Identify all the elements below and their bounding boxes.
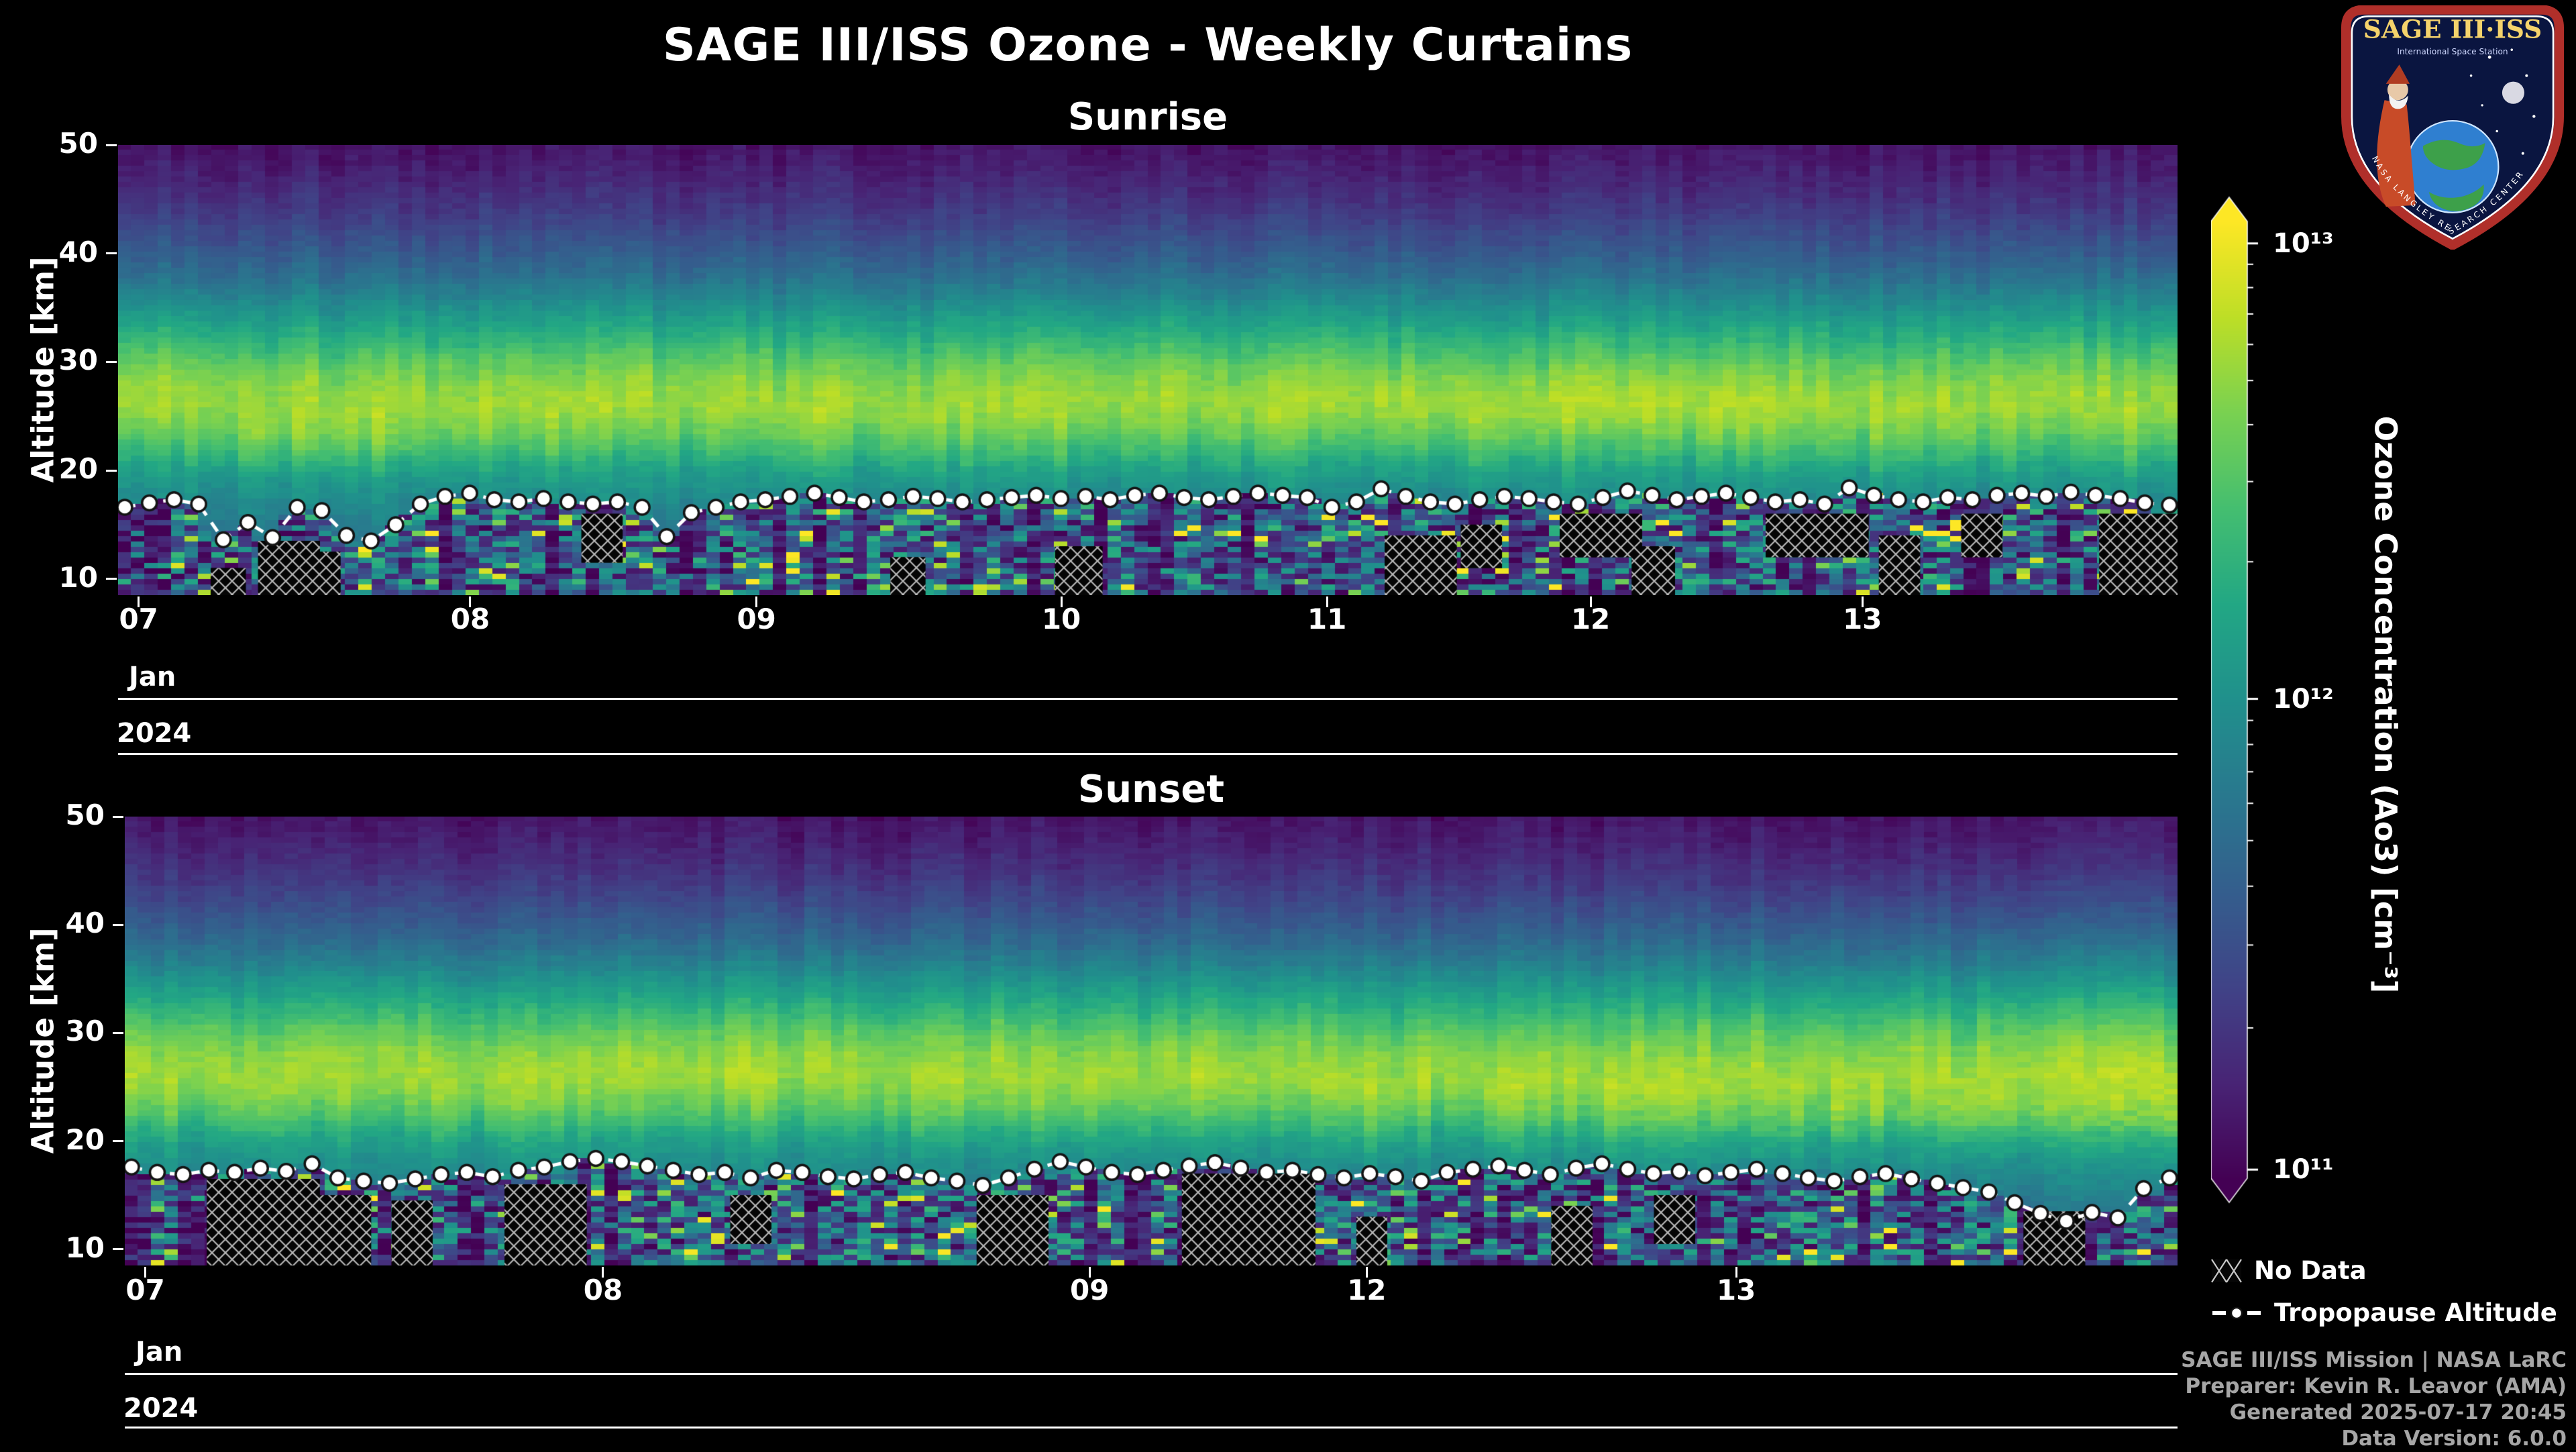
x-tick-mark xyxy=(1365,1267,1368,1278)
x-tick-mark xyxy=(602,1267,604,1278)
sunset-month-separator xyxy=(125,1373,2178,1375)
y-tick-label: 40 xyxy=(65,906,105,940)
sunrise-month-label: Jan xyxy=(129,662,176,692)
y-tick-mark xyxy=(106,578,117,580)
y-tick-mark xyxy=(113,923,123,926)
tropopause-line-icon xyxy=(2212,1306,2261,1319)
x-tick-label: 10 xyxy=(1041,603,1081,635)
y-tick-mark xyxy=(113,1248,123,1251)
sunset-heatmap xyxy=(125,817,2178,1265)
x-tick-label: 12 xyxy=(1570,603,1611,635)
attribution-line: SAGE III/ISS Mission | NASA LaRC xyxy=(2181,1348,2567,1372)
y-tick-label: 20 xyxy=(65,1123,105,1156)
sunset-month-label: Jan xyxy=(136,1337,183,1367)
attribution-line: Generated 2025-07-17 20:45 xyxy=(2229,1400,2567,1424)
y-tick-mark xyxy=(113,1140,123,1143)
x-tick-label: 13 xyxy=(1843,603,1882,635)
y-tick-mark xyxy=(106,252,117,255)
sunrise-heatmap xyxy=(118,145,2178,595)
sunrise-month-separator xyxy=(118,698,2178,700)
page-title: SAGE III/ISS Ozone - Weekly Curtains xyxy=(662,19,1633,72)
logo-subtitle: International Space Station xyxy=(2397,47,2508,56)
y-tick-label: 50 xyxy=(65,798,105,831)
colorbar-tick-label: 10¹¹ xyxy=(2273,1154,2334,1186)
x-tick-mark xyxy=(1735,1267,1737,1278)
x-tick-label: 09 xyxy=(1069,1274,1110,1306)
x-tick-mark xyxy=(1326,597,1328,607)
x-tick-label: 07 xyxy=(125,1274,165,1306)
logo-stars xyxy=(2469,48,2536,155)
y-tick-label: 10 xyxy=(65,1231,105,1264)
y-tick-label: 30 xyxy=(58,344,98,377)
legend-tropopause: Tropopause Altitude xyxy=(2211,1298,2557,1327)
x-tick-mark xyxy=(138,597,140,607)
colorbar xyxy=(2211,196,2267,1213)
x-tick-mark xyxy=(755,597,758,607)
sunset-year-separator xyxy=(125,1427,2178,1429)
colorbar-tick-label: 10¹² xyxy=(2273,683,2334,715)
x-tick-label: 13 xyxy=(1716,1274,1756,1306)
x-tick-mark xyxy=(1088,1267,1091,1278)
sage-iss-logo: SAGE III·ISS International Space Station… xyxy=(2341,5,2565,250)
x-tick-label: 08 xyxy=(583,1274,623,1306)
logo-earth xyxy=(2406,119,2500,213)
sunrise-year-label: 2024 xyxy=(117,718,192,749)
x-tick-label: 08 xyxy=(450,603,490,635)
attribution-line: Preparer: Kevin R. Leavor (AMA) xyxy=(2185,1374,2567,1398)
sunrise-year-separator xyxy=(118,753,2178,755)
y-tick-label: 40 xyxy=(58,235,98,268)
y-tick-mark xyxy=(106,469,117,472)
y-tick-label: 10 xyxy=(58,560,98,594)
x-tick-mark xyxy=(1861,597,1864,607)
legend-no-data: No Data xyxy=(2211,1256,2557,1285)
colorbar-label: Ozone Concentration (Ao3) [cm⁻³] xyxy=(2367,415,2404,994)
logo-figure xyxy=(2377,64,2416,207)
attribution-line: Data Version: 6.0.0 xyxy=(2341,1427,2567,1451)
panel-sunset-title: Sunset xyxy=(1077,768,1225,811)
y-tick-mark xyxy=(113,1031,123,1034)
no-data-hatch-icon xyxy=(2211,1258,2242,1283)
sunset-year-label: 2024 xyxy=(123,1393,199,1424)
logo-moon xyxy=(2502,81,2524,104)
y-tick-mark xyxy=(106,360,117,363)
y-tick-mark xyxy=(106,144,117,146)
x-tick-label: 09 xyxy=(737,603,776,635)
x-tick-label: 12 xyxy=(1347,1274,1387,1306)
y-tick-label: 30 xyxy=(65,1015,105,1048)
legend: No Data Tropopause Altitude xyxy=(2211,1256,2557,1327)
y-tick-label: 50 xyxy=(58,127,98,160)
colorbar-tick-label: 10¹³ xyxy=(2273,227,2334,259)
logo-inner-ring xyxy=(2351,15,2555,240)
legend-no-data-label: No Data xyxy=(2254,1256,2367,1285)
x-tick-mark xyxy=(1589,597,1592,607)
x-tick-label: 07 xyxy=(119,603,158,635)
panel-sunrise-title: Sunrise xyxy=(1067,95,1228,139)
x-tick-mark xyxy=(469,597,472,607)
x-tick-mark xyxy=(1060,597,1063,607)
legend-tropopause-label: Tropopause Altitude xyxy=(2274,1298,2557,1327)
attribution: SAGE III/ISS Mission | NASA LaRC Prepare… xyxy=(2181,1347,2567,1452)
x-tick-mark xyxy=(144,1267,147,1278)
x-tick-label: 11 xyxy=(1307,603,1347,635)
y-tick-mark xyxy=(113,815,123,818)
y-tick-label: 20 xyxy=(58,452,98,486)
logo-title: SAGE III·ISS xyxy=(2363,15,2542,44)
